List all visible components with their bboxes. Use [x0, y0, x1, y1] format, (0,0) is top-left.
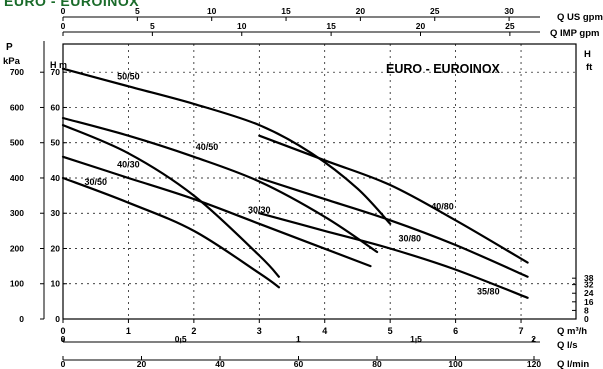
- curve-30-30: [61, 176, 280, 289]
- curve-40-80: [258, 134, 529, 264]
- curve-40-30: [61, 124, 280, 278]
- us-gpm-label-30: 30: [504, 6, 514, 16]
- curve-35-80: [258, 212, 529, 299]
- chart-title: EURO - EUROINOX: [386, 62, 501, 76]
- curve-label-40-30: 40/30: [117, 159, 140, 169]
- lmin-label-80: 80: [372, 359, 382, 369]
- us-gpm-axis-title: Q US gpm: [557, 12, 603, 23]
- m-label-20: 20: [51, 243, 61, 253]
- kpa-label-600: 600: [10, 102, 24, 112]
- ft-label-38: 38: [584, 273, 594, 283]
- m3h-label-6: 6: [453, 326, 458, 336]
- kpa-label-0: 0: [19, 314, 24, 324]
- m-label-0: 0: [55, 314, 60, 324]
- imp-gpm-label-25: 25: [505, 21, 515, 31]
- m-label-50: 50: [51, 138, 61, 148]
- us-gpm-label-0: 0: [61, 6, 66, 16]
- kpa-label-200: 200: [10, 243, 24, 253]
- m-label-10: 10: [51, 279, 61, 289]
- kpa-label-400: 400: [10, 173, 24, 183]
- lmin-label-40: 40: [215, 359, 225, 369]
- curve-label-40-80: 40/80: [431, 202, 454, 212]
- m3h-axis-title: Q m³/h: [557, 326, 587, 337]
- m-axis-title: H m: [50, 60, 67, 70]
- us-gpm-label-20: 20: [356, 6, 366, 16]
- curve-30-80: [258, 176, 529, 278]
- m3h-label-4: 4: [322, 326, 327, 336]
- curve-label-30-80: 30/80: [399, 233, 422, 243]
- m-label-30: 30: [51, 208, 61, 218]
- plot-frame: [62, 43, 577, 320]
- ft-label-8: 8: [584, 305, 589, 315]
- imp-gpm-label-20: 20: [416, 21, 426, 31]
- ls-label-1-5: 1,5: [410, 334, 422, 344]
- imp-gpm-label-0: 0: [61, 21, 66, 31]
- kpa-axis-title-top: P: [6, 42, 13, 53]
- m3h-label-3: 3: [257, 326, 262, 336]
- us-gpm-label-25: 25: [430, 6, 440, 16]
- curve-label-30-50: 30/50: [84, 177, 107, 187]
- ft-label-0: 0: [584, 314, 589, 324]
- m-label-40: 40: [51, 173, 61, 183]
- ft-axis-title-top: H: [584, 49, 591, 60]
- ls-label-0: 0: [61, 334, 66, 344]
- m3h-label-5: 5: [388, 326, 393, 336]
- imp-gpm-label-5: 5: [150, 21, 155, 31]
- ls-label-0-5: 0,5: [175, 334, 187, 344]
- m-label-60: 60: [51, 102, 61, 112]
- ft-axis-title-bottom: ft: [586, 62, 593, 73]
- ls-label-1: 1: [296, 334, 301, 344]
- ft-label-16: 16: [584, 297, 594, 307]
- ls-label-2: 2: [531, 334, 536, 344]
- curve-label-30-30: 30/30: [248, 205, 271, 215]
- curve-30-50: [61, 155, 372, 268]
- kpa-label-300: 300: [10, 208, 24, 218]
- lmin-label-20: 20: [137, 359, 147, 369]
- lmin-label-0: 0: [61, 359, 66, 369]
- us-gpm-label-10: 10: [207, 6, 217, 16]
- ls-axis-title: Q l/s: [557, 340, 578, 351]
- m3h-label-0: 0: [60, 326, 65, 336]
- ft-label-24: 24: [584, 288, 594, 298]
- curve-40-50: [61, 116, 379, 254]
- us-gpm-label-15: 15: [281, 6, 291, 16]
- curve-label-35-80: 35/80: [477, 286, 500, 296]
- lmin-label-60: 60: [294, 359, 304, 369]
- kpa-axis-title-bottom: kPa: [3, 56, 21, 67]
- imp-gpm-label-15: 15: [326, 21, 336, 31]
- m3h-label-7: 7: [519, 326, 524, 336]
- kpa-label-500: 500: [10, 138, 24, 148]
- m3h-label-2: 2: [191, 326, 196, 336]
- imp-gpm-label-10: 10: [237, 21, 247, 31]
- us-gpm-label-5: 5: [135, 6, 140, 16]
- lmin-label-120: 120: [527, 359, 541, 369]
- header-title: EURO - EUROINOX: [4, 0, 140, 9]
- ft-label-32: 32: [584, 280, 594, 290]
- lmin-label-100: 100: [448, 359, 462, 369]
- imp-gpm-axis-title: Q IMP gpm: [550, 28, 599, 39]
- curve-label-50-50: 50/50: [117, 71, 140, 81]
- m-label-70: 70: [51, 67, 61, 77]
- curve-label-40-50: 40/50: [196, 142, 219, 152]
- curve-labels: 50/50 40/50 40/30 30/50 30/30 40/80 30/80 35/80: [84, 71, 499, 296]
- lmin-axis-title: Q l/min: [557, 359, 589, 369]
- curve-50-50: [61, 67, 392, 225]
- plot-border: [62, 43, 577, 320]
- kpa-label-100: 100: [10, 279, 24, 289]
- kpa-label-700: 700: [10, 67, 24, 77]
- m3h-label-1: 1: [126, 326, 131, 336]
- performance-curves: [61, 67, 529, 299]
